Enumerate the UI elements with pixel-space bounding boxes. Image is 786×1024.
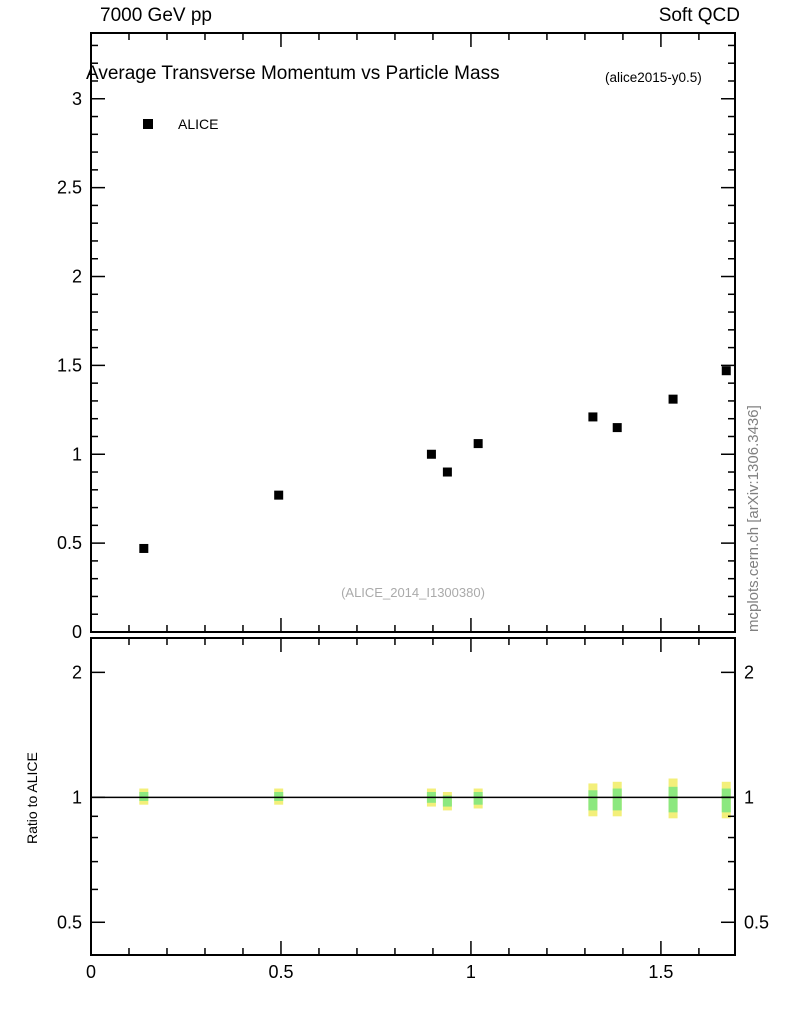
data-point — [139, 543, 149, 553]
beam-energy-label: 7000 GeV pp — [100, 5, 212, 26]
main-y-tick-label: 3 — [72, 89, 82, 109]
data-point — [274, 490, 284, 500]
main-y-tick-label: 1.5 — [57, 355, 82, 375]
legend-label: ALICE — [178, 116, 219, 132]
main-y-tick-label: 0.5 — [57, 533, 82, 553]
ratio-band-inner — [668, 786, 678, 813]
data-point — [588, 412, 598, 422]
ratio-band-inner — [139, 791, 149, 801]
main-y-tick-label: 2.5 — [57, 178, 82, 198]
ratio-y-tick-label-left: 1 — [72, 787, 82, 807]
analysis-tag-label: (alice2015-y0.5) — [605, 70, 702, 85]
mcplots-attribution-label: mcplots.cern.ch [arXiv:1306.3436] — [745, 405, 762, 632]
ratio-y-tick-label-right: 2 — [744, 662, 754, 682]
data-point — [612, 423, 622, 433]
ratio-y-tick-label-left: 2 — [72, 662, 82, 682]
data-point — [721, 366, 731, 376]
data-point — [668, 394, 678, 404]
process-group-label: Soft QCD — [658, 5, 740, 26]
x-tick-label: 1 — [466, 962, 476, 982]
data-point — [426, 449, 436, 459]
ratio-band-inner — [588, 790, 598, 811]
ratio-band-inner — [274, 791, 284, 801]
ratio-plot-frame — [90, 637, 736, 956]
data-point — [442, 467, 452, 477]
main-y-tick-label: 1 — [72, 444, 82, 464]
ratio-band-inner — [612, 788, 622, 811]
main-plot-frame — [90, 32, 736, 633]
ratio-y-tick-label-right: 1 — [744, 787, 754, 807]
x-tick-label: 0 — [86, 962, 96, 982]
ratio-y-tick-label-left: 0.5 — [57, 912, 82, 932]
main-y-tick-label: 2 — [72, 267, 82, 287]
analysis-id-watermark: (ALICE_2014_I1300380) — [341, 585, 485, 600]
main-y-tick-label: 0 — [72, 622, 82, 642]
ratio-band-inner — [721, 788, 731, 813]
x-tick-label: 1.5 — [648, 962, 673, 982]
x-tick-label: 0.5 — [268, 962, 293, 982]
data-point — [473, 439, 483, 449]
ratio-axis-title: Ratio to ALICE — [24, 752, 40, 844]
ratio-y-tick-label-right: 0.5 — [744, 912, 769, 932]
ratio-band-inner — [473, 791, 483, 805]
plot-title: Average Transverse Momentum vs Particle … — [86, 63, 500, 84]
legend-marker-square-icon — [143, 119, 153, 129]
legend: ALICE — [143, 116, 218, 132]
ratio-band-inner — [442, 795, 452, 807]
